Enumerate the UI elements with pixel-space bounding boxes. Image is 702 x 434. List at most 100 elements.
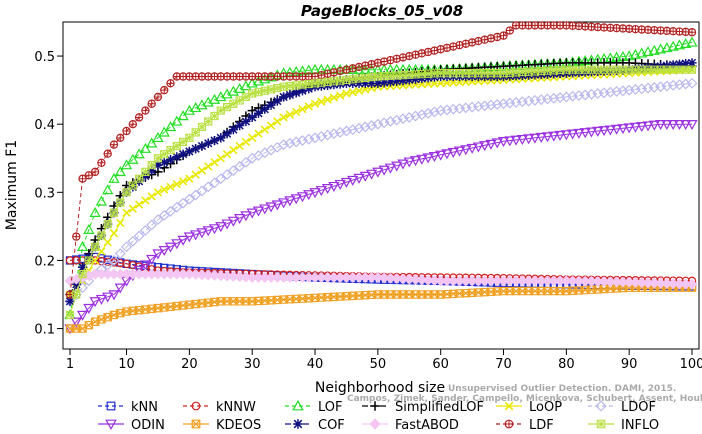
data-point bbox=[221, 219, 233, 230]
data-point bbox=[78, 269, 87, 279]
data-point bbox=[109, 208, 119, 217]
data-point bbox=[373, 58, 383, 68]
data-point bbox=[505, 420, 513, 428]
y-tick-label: 0.5 bbox=[34, 50, 55, 65]
data-point bbox=[72, 232, 80, 241]
data-point bbox=[467, 38, 477, 47]
data-point bbox=[122, 126, 131, 136]
data-point bbox=[234, 214, 246, 225]
data-point bbox=[292, 81, 301, 90]
data-point bbox=[554, 130, 566, 141]
data-point bbox=[266, 85, 276, 94]
data-point bbox=[183, 193, 195, 205]
data-point bbox=[171, 201, 183, 213]
data-point bbox=[122, 188, 131, 197]
x-tick-label: 80 bbox=[558, 357, 575, 372]
data-point bbox=[254, 88, 263, 97]
data-point bbox=[222, 149, 232, 159]
data-point bbox=[284, 196, 296, 207]
data-point bbox=[480, 35, 489, 44]
data-point bbox=[152, 131, 164, 143]
x-tick-label: 10 bbox=[118, 357, 135, 372]
data-point bbox=[252, 206, 265, 217]
data-point bbox=[436, 79, 445, 88]
data-point bbox=[668, 60, 678, 70]
legend-label: kNNW bbox=[216, 400, 256, 415]
data-point bbox=[449, 78, 458, 87]
data-point bbox=[373, 78, 383, 88]
data-point bbox=[95, 294, 108, 305]
data-point bbox=[196, 228, 208, 239]
data-point bbox=[235, 120, 245, 131]
data-point bbox=[141, 106, 150, 115]
data-point bbox=[516, 134, 528, 146]
data-point bbox=[240, 211, 252, 222]
data-point bbox=[166, 182, 175, 192]
data-point bbox=[687, 65, 697, 74]
data-point bbox=[416, 109, 428, 121]
y-tick-label: 0.1 bbox=[34, 323, 55, 338]
legend-label: LDF bbox=[529, 418, 554, 433]
legend-item-inflo: INFLO bbox=[588, 418, 659, 433]
data-point bbox=[83, 303, 95, 314]
data-point bbox=[235, 141, 244, 151]
data-point bbox=[510, 135, 522, 146]
data-point bbox=[114, 283, 126, 294]
data-point bbox=[77, 282, 89, 294]
data-point bbox=[366, 120, 378, 131]
data-point bbox=[197, 122, 207, 132]
data-point bbox=[285, 110, 295, 119]
data-point bbox=[410, 110, 422, 122]
legend-item-cof: COF bbox=[285, 418, 345, 433]
data-point bbox=[667, 119, 679, 131]
series-inflo bbox=[65, 65, 697, 320]
data-point bbox=[585, 127, 598, 138]
data-point bbox=[334, 179, 346, 190]
data-point bbox=[523, 134, 535, 145]
data-point bbox=[91, 168, 99, 176]
data-point bbox=[164, 242, 177, 253]
y-axis-label: Maximum F1 bbox=[4, 140, 20, 230]
data-point bbox=[598, 126, 610, 137]
data-point bbox=[246, 208, 258, 219]
data-point bbox=[178, 149, 188, 159]
data-point bbox=[361, 73, 370, 82]
data-point bbox=[103, 238, 112, 247]
data-point bbox=[329, 93, 339, 102]
data-point bbox=[592, 126, 604, 137]
data-point bbox=[290, 136, 302, 148]
data-point bbox=[303, 133, 315, 145]
x-tick-label: 40 bbox=[307, 357, 324, 372]
data-point bbox=[273, 83, 282, 93]
data-point bbox=[177, 110, 189, 121]
data-point bbox=[109, 229, 119, 238]
data-point bbox=[428, 152, 441, 163]
data-point bbox=[158, 210, 170, 221]
data-point bbox=[455, 40, 464, 50]
legend-item-lof: LOF bbox=[285, 399, 343, 415]
data-point bbox=[215, 173, 227, 185]
data-point bbox=[499, 31, 508, 40]
data-point bbox=[654, 43, 667, 54]
data-point bbox=[342, 89, 351, 98]
data-point bbox=[335, 66, 345, 76]
data-point bbox=[379, 78, 389, 88]
x-tick-label: 90 bbox=[621, 357, 638, 372]
data-point bbox=[417, 49, 427, 58]
data-point bbox=[449, 42, 458, 51]
data-point bbox=[141, 167, 150, 176]
data-point bbox=[398, 75, 408, 86]
data-point bbox=[466, 143, 478, 154]
data-point bbox=[158, 246, 170, 257]
data-point bbox=[171, 115, 183, 126]
data-point bbox=[499, 32, 508, 40]
series-line bbox=[69, 82, 693, 302]
data-point bbox=[361, 61, 370, 70]
data-point bbox=[347, 175, 359, 186]
data-point bbox=[479, 141, 491, 152]
data-point bbox=[604, 125, 616, 136]
data-point bbox=[442, 78, 452, 88]
data-point bbox=[579, 128, 591, 139]
data-point bbox=[95, 195, 108, 206]
legend-item-fastabod: FastABOD bbox=[362, 418, 459, 433]
